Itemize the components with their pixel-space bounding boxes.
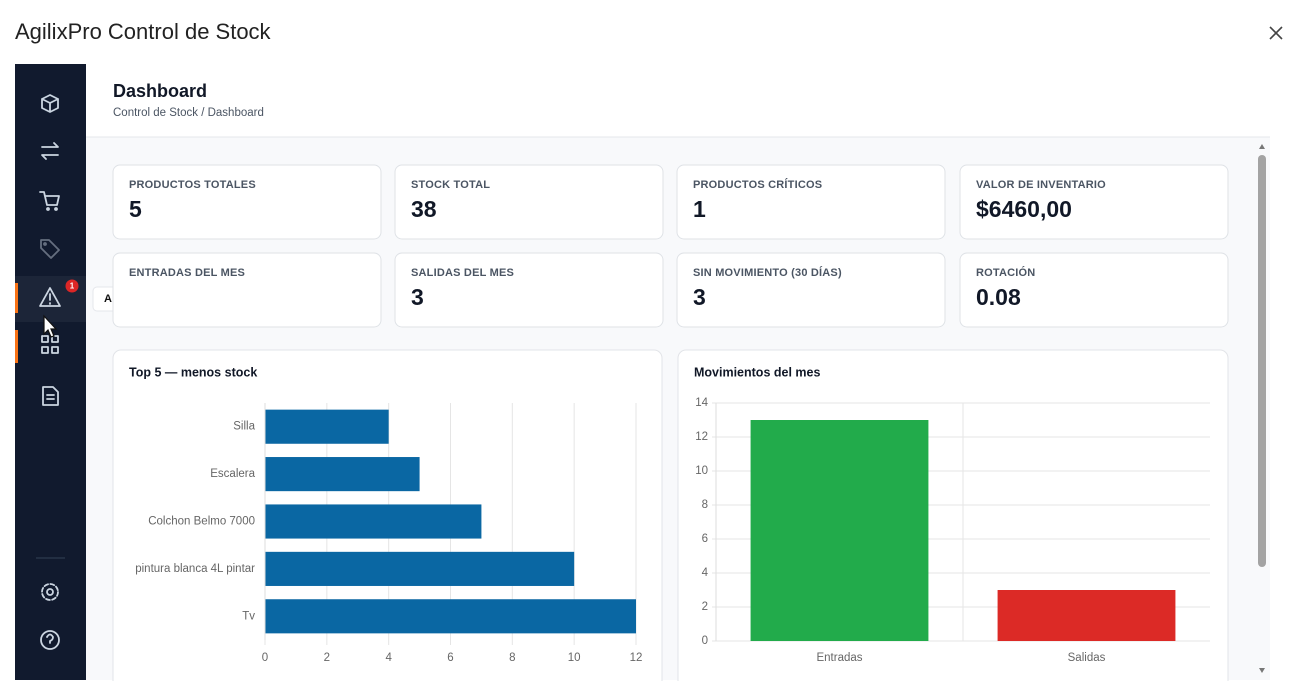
nav-tags[interactable] [40,239,60,259]
kpi-cards: PRODUCTOS TOTALES 5 STOCK TOTAL 38 PRODUCTOS… [112,164,1229,328]
kpi-label: ENTRADAS DEL MES [129,267,245,279]
kpi-label: STOCK TOTAL [411,179,490,191]
close-button[interactable] [1269,26,1283,40]
bar [997,590,1176,641]
kpi-value: 3 [693,284,706,310]
x-tick-label: 12 [630,652,643,664]
kpi-label: VALOR DE INVENTARIO [976,179,1106,191]
header-bar [86,64,1270,137]
y-tick-label: 6 [702,533,708,545]
page-title: Dashboard [113,81,207,101]
bottom-edge [0,681,1295,695]
x-tick-label: 6 [447,652,453,664]
kpi-card [112,164,382,240]
x-tick-label: 8 [509,652,515,664]
nav-sales[interactable] [39,191,60,211]
kpi-value: 1 [693,196,706,222]
y-tick-label: 14 [695,397,708,409]
kpi-value: 0.08 [976,284,1021,310]
nav-reports[interactable] [42,386,59,406]
y-tick-label: 0 [702,635,708,647]
nav-dashboard[interactable] [41,335,59,354]
sidebar [15,64,86,680]
alert-badge-count: 1 [70,282,75,291]
nav-products[interactable] [41,94,59,113]
bar [265,599,636,634]
y-tick-label: Escalera [210,468,255,480]
nav-active-indicator [15,283,18,313]
kpi-card [394,252,664,328]
kpi-label: PRODUCTOS TOTALES [129,179,256,191]
y-tick-label: 10 [695,465,708,477]
kpi-label: SIN MOVIMIENTO (30 DÍAS) [693,266,842,279]
x-tick-label: 0 [262,652,268,664]
scrollbar[interactable] [1258,144,1266,673]
kpi-card [676,252,946,328]
y-tick-label: 2 [702,601,708,613]
kpi-card [112,252,382,328]
kpi-card [959,164,1229,240]
kpi-value: 38 [411,196,437,222]
x-tick-label: 10 [568,652,581,664]
chart-title: Top 5 — menos stock [129,365,257,379]
bar [265,504,482,539]
nav-settings[interactable] [41,583,59,601]
bar [265,457,420,492]
kpi-value: 5 [129,196,142,222]
bar [265,551,575,586]
y-tick-label: Silla [233,421,255,433]
kpi-value: $6460,00 [976,196,1072,222]
nav-indicator [15,330,18,363]
window-title: AgilixPro Control de Stock [15,19,272,44]
y-tick-label: Colchon Belmo 7000 [148,516,255,528]
nav-alerts[interactable] [39,287,61,307]
y-tick-label: 8 [702,499,708,511]
kpi-label: SALIDAS DEL MES [411,267,514,279]
bar [265,409,389,444]
y-tick-label: Tv [242,610,255,622]
alert-badge [65,279,79,293]
y-tick-label: 12 [695,431,708,443]
charts: 0 2 4 6 8 10 12 Silla Escalera Colchon Belmo 7000… [135,397,1210,664]
kpi-card [676,164,946,240]
x-tick-label: Salidas [1068,652,1106,664]
x-tick-label: Entradas [816,652,862,664]
breadcrumb[interactable]: Control de Stock / Dashboard [113,107,264,119]
nav-movements[interactable] [41,142,59,160]
kpi-label: ROTACIÓN [976,266,1035,279]
y-tick-label: 4 [702,567,709,579]
y-tick-label: pintura blanca 4L pintar [135,563,255,575]
x-tick-label: 4 [385,652,392,664]
kpi-value: 3 [411,284,424,310]
chart-title: Movimientos del mes [694,365,820,379]
nav-help[interactable] [40,630,60,650]
kpi-label: PRODUCTOS CRÍTICOS [693,178,822,191]
x-tick-label: 2 [324,652,330,664]
mouse-cursor [43,314,58,338]
kpi-card [959,252,1229,328]
bar [750,420,929,641]
kpi-card [394,164,664,240]
